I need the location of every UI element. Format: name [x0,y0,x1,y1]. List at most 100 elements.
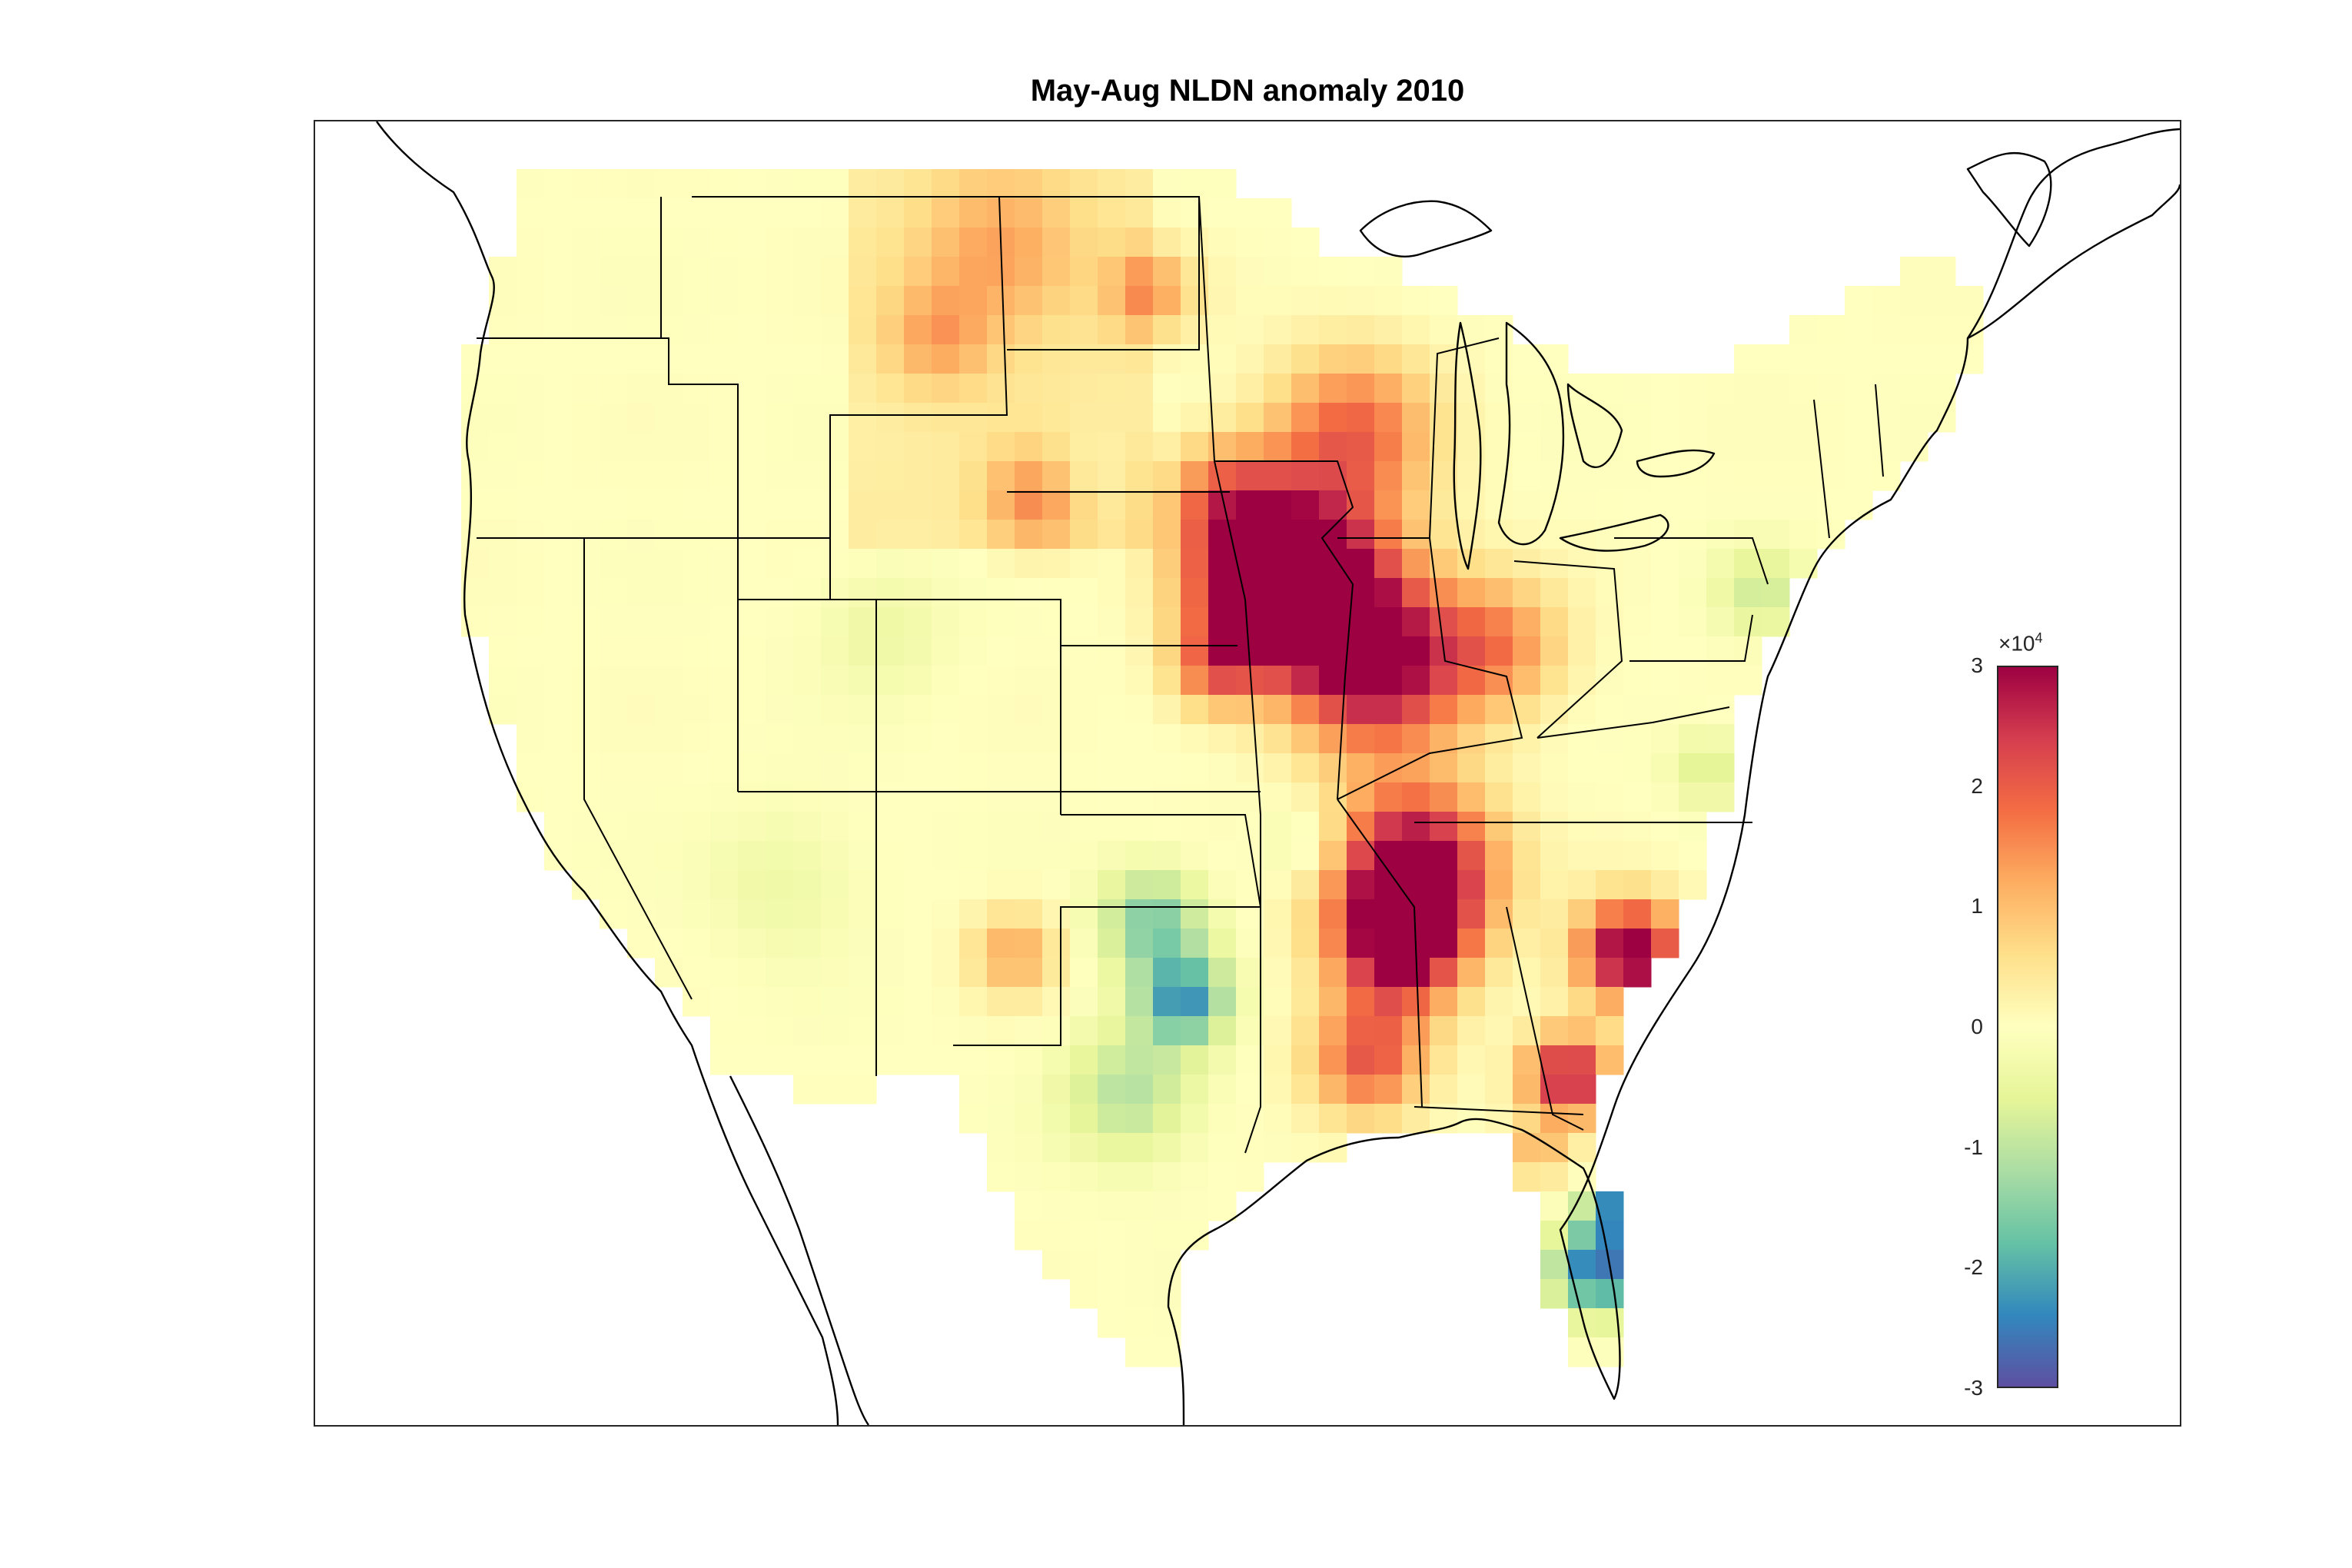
grid-cell [1430,1045,1458,1075]
grid-cell [932,578,960,608]
grid-cell [1347,315,1375,345]
grid-cell [1153,1133,1181,1163]
grid-cell [627,520,656,550]
grid-cell [655,870,683,900]
grid-cell [655,812,683,842]
grid-cell [849,1016,877,1046]
grid-cell [1125,841,1154,871]
grid-cell [904,929,932,958]
grid-cell [1872,432,1901,462]
grid-cell [932,461,960,491]
grid-cell [710,198,739,228]
grid-cell [766,666,794,696]
grid-cell [1291,607,1320,637]
grid-cell [600,753,628,783]
grid-cell [987,695,1015,725]
grid-cell [1485,1045,1513,1075]
grid-cell [821,899,849,929]
grid-cell [987,374,1015,404]
grid-cell [987,549,1015,579]
grid-cell [1208,929,1237,958]
grid-cell [1374,929,1403,958]
grid-cell [987,578,1015,608]
grid-cell [1291,782,1320,812]
grid-cell [655,666,683,696]
grid-cell [1042,1104,1071,1134]
grid-cell [821,841,849,871]
grid-cell [987,315,1015,345]
grid-cell [1042,169,1071,199]
grid-cell [959,753,988,783]
grid-cell [876,958,905,988]
grid-cell [1181,315,1209,345]
grid-cell [1374,841,1403,871]
grid-cell [738,286,766,316]
grid-cell [932,257,960,287]
grid-cell [849,549,877,579]
grid-cell [849,724,877,754]
grid-cell [1181,228,1209,257]
grid-cell [544,286,573,316]
grid-cell [710,549,739,579]
grid-cell [738,607,766,637]
grid-cell [849,578,877,608]
grid-cell [1817,403,1845,433]
grid-cell [1347,490,1375,520]
grid-cell [1347,899,1375,929]
grid-cell [1568,812,1596,842]
grid-cell [1513,1162,1541,1192]
grid-cell [932,198,960,228]
grid-cell [1098,1221,1126,1251]
grid-cell [821,169,849,199]
grid-cell [1402,432,1430,462]
grid-cell [821,344,849,374]
grid-cell [489,490,517,520]
grid-cell [1208,198,1237,228]
grid-cell [600,403,628,433]
grid-cell [821,286,849,316]
grid-cell [738,432,766,462]
grid-cell [1319,636,1347,666]
grid-cell [1264,724,1292,754]
grid-cell [544,169,573,199]
grid-cell [1928,286,1956,316]
grid-cell [1125,695,1154,725]
grid-cell [1236,578,1264,608]
grid-cell [1264,1104,1292,1134]
grid-cell [1236,315,1264,345]
grid-cell [1706,578,1735,608]
grid-cell [821,432,849,462]
grid-cell [1319,257,1347,287]
grid-cell [766,1045,794,1075]
grid-cell [572,374,600,404]
grid-cell [1485,1104,1513,1134]
grid-cell [821,1045,849,1075]
grid-cell [627,695,656,725]
grid-cell [1679,812,1707,842]
grid-cell [1070,374,1098,404]
grid-cell [1208,257,1237,287]
grid-cell [959,841,988,871]
grid-cell [627,812,656,842]
grid-cell [1208,782,1237,812]
grid-cell [1264,344,1292,374]
grid-cell [1540,520,1569,550]
grid-cell [1015,549,1043,579]
grid-cell [1236,607,1264,637]
grid-cell [710,344,739,374]
grid-cell [1153,636,1181,666]
grid-cell [1070,315,1098,345]
grid-cell [1762,432,1790,462]
grid-cell [1374,490,1403,520]
grid-cell [1540,344,1569,374]
grid-cell [1430,315,1458,345]
grid-cell [1015,315,1043,345]
grid-cell [904,607,932,637]
grid-cell [1513,403,1541,433]
grid-cell [1457,899,1486,929]
grid-cell [1568,1308,1596,1338]
grid-cell [683,724,711,754]
grid-cell [1513,1075,1541,1105]
grid-cell [1181,841,1209,871]
grid-cell [1540,403,1569,433]
